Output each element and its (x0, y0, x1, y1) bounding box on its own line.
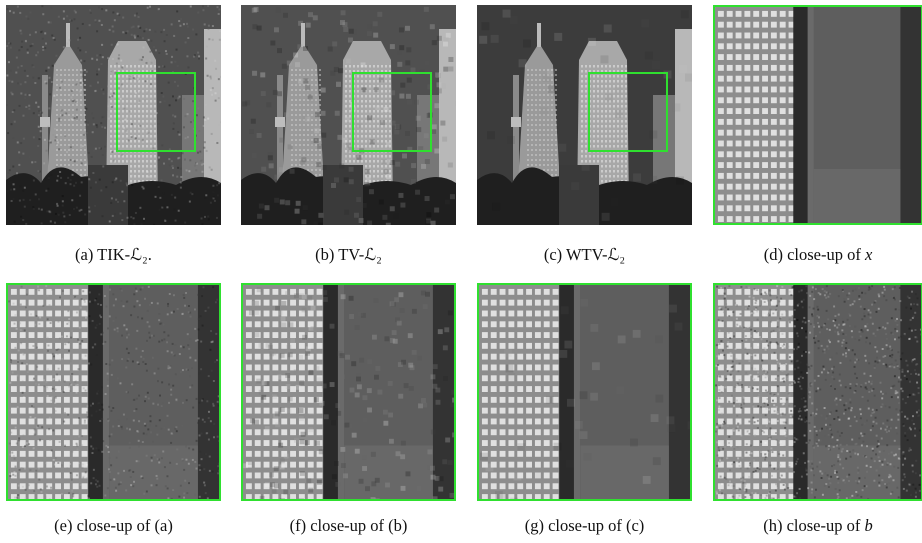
caption-d: (d) close-up of x (713, 245, 922, 265)
panel-h-image (713, 283, 922, 501)
panel-f-image (241, 283, 456, 501)
panel-b-image (241, 5, 456, 225)
caption-h-text: (h) close-up of (763, 516, 865, 535)
panel-g-image (477, 283, 692, 501)
panel-a-image (6, 5, 221, 225)
closeup-image-d (715, 7, 921, 223)
caption-d-text: (d) close-up of (763, 245, 865, 264)
closeup-image-g (479, 285, 690, 499)
zoom-region-box-a (116, 72, 196, 152)
closeup-image-e (8, 285, 219, 499)
city-skyline-image-b (241, 5, 456, 225)
caption-h: (h) close-up of b (713, 516, 922, 536)
closeup-image-f (243, 285, 454, 499)
caption-f: (f) close-up of (b) (289, 516, 408, 535)
city-skyline-image-c (477, 5, 692, 225)
zoom-region-box-b (352, 72, 432, 152)
caption-g: (g) close-up of (c) (524, 516, 645, 535)
panel-c-image (477, 5, 692, 225)
panel-e-image (6, 283, 221, 501)
caption-d-var: x (864, 245, 873, 264)
panel-d-image (713, 5, 922, 225)
city-skyline-image-a (6, 5, 221, 225)
caption-h-var: b (864, 516, 873, 535)
zoom-region-box-c (588, 72, 668, 152)
caption-e: (e) close-up of (a) (54, 516, 173, 535)
caption-c: (c) WTV-ℒ₂ (543, 245, 626, 264)
closeup-image-h (715, 285, 921, 499)
caption-b: (b) TV-ℒ₂ (315, 245, 382, 264)
caption-a: (a) TIK-ℒ₂. (75, 245, 152, 264)
